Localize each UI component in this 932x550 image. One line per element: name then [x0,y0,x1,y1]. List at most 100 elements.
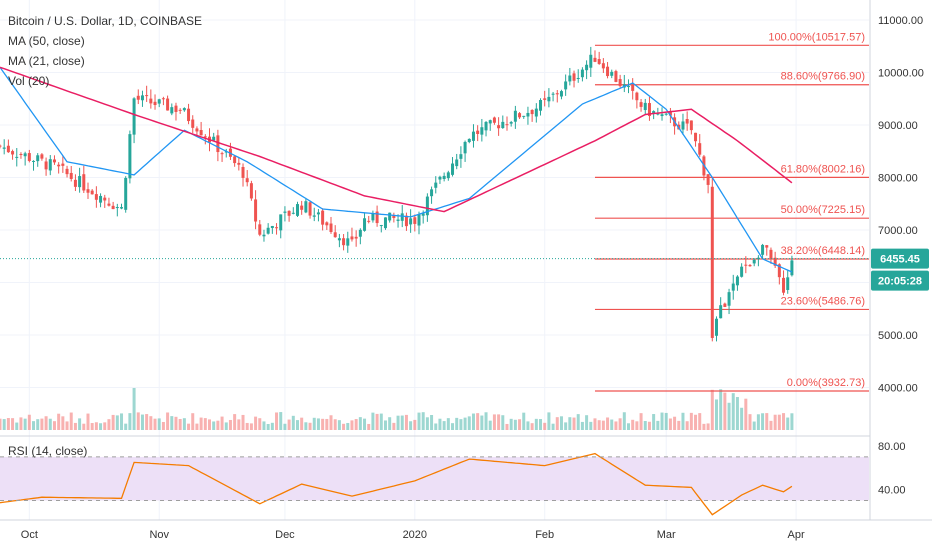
candle-body [463,141,467,154]
candle-body [99,195,103,203]
volume-bar [664,412,668,430]
candle-body [430,189,434,197]
candle-body [52,159,56,163]
volume-bar [434,423,438,430]
rsi-line [0,452,793,516]
volume-bar [166,412,170,430]
candle-body [417,214,421,226]
candle-body [233,156,237,164]
candle-body [258,224,262,235]
price-tick-label: 10000.00 [878,68,924,80]
volume-bar [497,414,501,430]
volume-bar [689,412,693,430]
volume-bar [275,412,279,430]
volume-bar [631,419,635,430]
volume-bar [153,418,157,430]
candle-body [220,153,224,155]
candle-body [245,178,249,183]
volume-bar [643,421,647,430]
candle-body [212,136,216,141]
volume-bar [36,419,40,430]
volume-bar [57,413,61,430]
chart-title: Bitcoin / U.S. Dollar, 1D, COINBASE [8,14,202,28]
candle-body [275,227,279,229]
volume-bar [476,413,480,430]
candle-body [358,229,362,237]
legend-ma21[interactable]: MA (21, close) [8,54,85,68]
volume-bar [471,413,475,430]
candle-body [442,175,446,180]
volume-bar [363,418,367,430]
volume-bar [228,419,232,430]
volume-bar [220,416,224,430]
candle-body [568,75,572,82]
candle-body [614,71,618,82]
candle-body [543,98,547,100]
volume-bar [618,418,622,430]
candle-body [731,283,735,291]
candle-body [476,130,480,134]
candle-body [756,257,760,259]
candle-body [27,153,31,161]
volume-bar [388,417,392,430]
fibonacci-retracement[interactable]: 100.00%(10517.57) 88.60%(9766.90) 61.80%(8… [594,31,869,392]
candle-body [576,77,580,80]
countdown-tag [871,270,929,291]
candle-body [396,219,400,221]
price-tick-label: 8000.00 [878,173,918,185]
legend-volume[interactable]: Vol (20) [8,74,49,88]
candle-body [509,122,513,124]
price-tick-label: 4000.00 [878,383,918,395]
volume-bar [580,421,584,430]
time-tick-label: Oct [21,529,38,541]
ma50-line [0,66,793,213]
volume-bar [367,423,371,430]
volume-bar [329,415,333,430]
volume-bars [0,388,794,430]
candle-body [32,160,36,162]
candle-body [539,100,543,111]
volume-bar [589,421,593,430]
axes [0,0,932,521]
candle-body [744,264,748,266]
volume-bar [518,419,522,430]
candle-body [295,204,299,216]
candle-body [316,212,320,215]
volume-bar [509,418,513,430]
volume-bar [157,418,161,430]
candle-body [773,257,777,266]
volume-bar [501,415,505,430]
volume-bar [94,422,98,430]
legend-ma50[interactable]: MA (50, close) [8,34,85,48]
candle-body [291,212,295,214]
candle-body [149,98,153,104]
candle-body [413,217,417,224]
volume-bar [727,402,731,430]
candle-body [392,215,396,218]
volume-bar [6,418,10,430]
legend-rsi[interactable]: RSI (14, close) [8,444,87,458]
volume-bar [19,417,23,430]
price-tick-label: 11000.00 [878,15,923,27]
volume-bar [308,422,312,430]
volume-bar [748,414,752,430]
candle-body [350,236,354,240]
candle-body [526,112,530,117]
candle-body [555,93,559,95]
volume-bar [647,421,651,430]
volume-bar [656,420,660,430]
volume-bar [555,417,559,430]
candle-body [40,154,44,159]
volume-bar [174,416,178,430]
volume-bar [484,412,488,430]
candle-body [689,120,693,131]
candle-body [782,277,786,293]
candle-body [312,215,316,217]
candle-body [409,218,413,225]
candle-body [714,318,718,336]
volume-bar [103,422,107,430]
volume-bar [2,419,6,430]
volume-bar [652,414,656,430]
volume-bar [773,414,777,430]
